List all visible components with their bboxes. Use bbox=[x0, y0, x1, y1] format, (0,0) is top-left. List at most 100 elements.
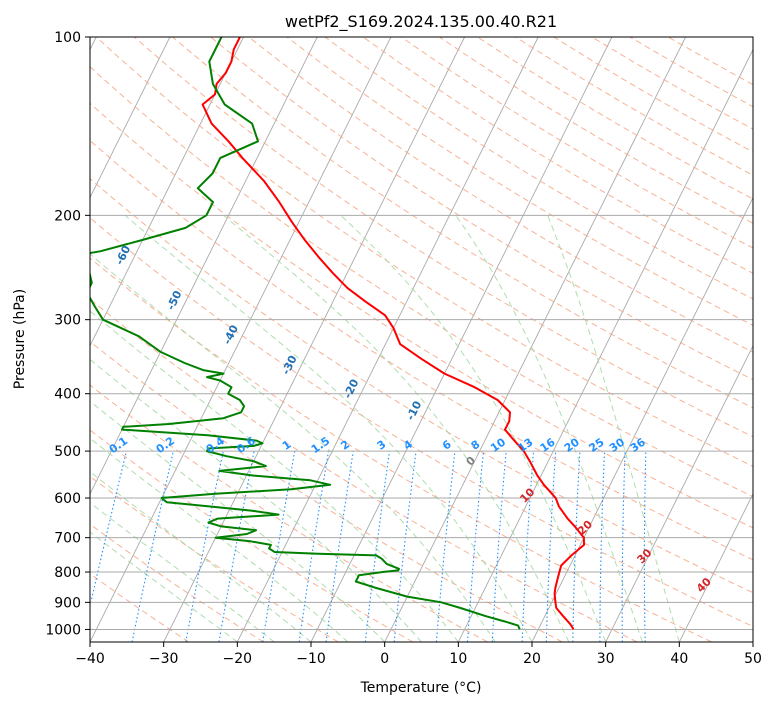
y-tick-label: 400 bbox=[54, 387, 81, 403]
mixing-ratio-line bbox=[393, 451, 417, 642]
isotherm-line bbox=[90, 37, 318, 495]
mixing-ratio-line bbox=[131, 450, 174, 642]
mixing-ratio-line bbox=[90, 450, 128, 609]
mixing-ratio-label: 36 bbox=[628, 435, 648, 455]
mixing-ratio-label: 20 bbox=[562, 435, 582, 455]
dry-adiabat-line bbox=[90, 340, 563, 642]
y-tick-label: 300 bbox=[54, 313, 81, 329]
isotherm-label: -20 bbox=[341, 377, 362, 401]
dry-adiabat-line bbox=[591, 37, 753, 130]
isotherm-line bbox=[531, 196, 753, 642]
dry-adiabat-line bbox=[477, 37, 753, 200]
mixing-ratio-label: 0.2 bbox=[154, 434, 177, 456]
y-tick-label: 500 bbox=[54, 444, 81, 460]
mixing-ratio-label: 3 bbox=[375, 438, 389, 453]
x-tick-label: 50 bbox=[744, 651, 762, 667]
chart-title: wetPf2_S169.2024.135.00.40.R21 bbox=[285, 12, 557, 32]
mixing-ratio-line bbox=[435, 451, 456, 642]
mixing-ratio-line bbox=[545, 451, 557, 642]
dry-adiabat-line bbox=[90, 573, 190, 642]
mixing-ratio-label: 25 bbox=[587, 436, 607, 455]
moist-adiabat-line bbox=[547, 215, 680, 642]
moist-adiabat-line bbox=[90, 471, 312, 642]
y-axis-ticks: 100 200 300 400 500 600 700 800 900 1000 bbox=[45, 30, 90, 638]
dewpoint-profile-line bbox=[90, 37, 521, 630]
isotherm-line bbox=[236, 37, 539, 642]
mixing-ratio-label: 1.5 bbox=[309, 434, 332, 456]
dry-adiabat-line bbox=[90, 429, 414, 642]
y-tick-label: 100 bbox=[54, 30, 81, 46]
mixing-ratio-label: 4 bbox=[401, 438, 415, 453]
x-tick-label: 30 bbox=[597, 651, 615, 667]
x-tick-label: 20 bbox=[523, 651, 541, 667]
mixing-ratio-label: 30 bbox=[607, 435, 627, 455]
mixing-ratio-line bbox=[262, 450, 296, 642]
y-tick-label: 1000 bbox=[45, 622, 81, 638]
isotherm-line bbox=[752, 640, 753, 642]
dry-adiabat-line bbox=[667, 37, 753, 86]
isotherm-line bbox=[90, 37, 244, 347]
mixing-ratio-line bbox=[364, 451, 391, 642]
moist-adiabat-line bbox=[90, 310, 459, 642]
dry-adiabat-line bbox=[172, 37, 753, 409]
dry-adiabat-line bbox=[90, 384, 488, 642]
isotherm-line bbox=[457, 48, 753, 642]
y-tick-label: 600 bbox=[54, 491, 81, 507]
x-tick-label: 40 bbox=[670, 651, 688, 667]
x-tick-label: −30 bbox=[149, 651, 179, 667]
temperature-profile-line bbox=[201, 37, 585, 630]
mixing-ratio-line bbox=[325, 451, 354, 642]
isotherm-line bbox=[90, 37, 392, 642]
mixing-ratio-label: 0.6 bbox=[234, 434, 258, 456]
dry-adiabat-line bbox=[90, 102, 753, 529]
isotherm-label: -10 bbox=[404, 399, 425, 423]
isotherm-line bbox=[605, 344, 753, 642]
mixing-ratio-line bbox=[491, 451, 507, 642]
plot-frame bbox=[89, 36, 754, 643]
wet-bulb-label: 0 bbox=[464, 454, 479, 469]
moist-adiabat-line bbox=[455, 215, 643, 642]
mixing-ratio-label: 16 bbox=[538, 435, 558, 455]
x-tick-label: −10 bbox=[296, 651, 326, 667]
dry-adiabat-line bbox=[248, 37, 753, 353]
y-tick-label: 800 bbox=[54, 565, 81, 581]
profile-lines bbox=[90, 37, 585, 630]
dry-adiabat-line bbox=[362, 37, 753, 274]
x-tick-label: 0 bbox=[380, 651, 389, 667]
mixing-ratio-label: 6 bbox=[440, 437, 454, 452]
dry-adiabat-line bbox=[324, 37, 753, 300]
moist-adiabat-line bbox=[340, 214, 607, 642]
moist-adiabat-line bbox=[90, 531, 238, 642]
isotherm-label: -40 bbox=[221, 323, 242, 347]
moist-adiabat-line bbox=[90, 437, 349, 642]
dry-adiabat-line bbox=[400, 37, 753, 249]
y-tick-label: 700 bbox=[54, 531, 81, 547]
dry-adiabat-line bbox=[90, 66, 753, 498]
dry-adiabat-line bbox=[553, 37, 753, 153]
mixing-ratio-line bbox=[298, 451, 330, 642]
y-axis-label: Pressure (hPa) bbox=[12, 289, 28, 389]
isotherm-line bbox=[90, 37, 171, 199]
y-tick-label: 200 bbox=[54, 208, 81, 224]
dry-adiabat-line bbox=[90, 217, 753, 628]
dry-adiabat-line bbox=[90, 298, 638, 642]
pressure-grid bbox=[90, 37, 753, 630]
dry-adiabat-line bbox=[210, 37, 753, 381]
moist-adiabat-line bbox=[90, 502, 275, 642]
x-tick-label: 10 bbox=[449, 651, 467, 667]
mixing-ratio-line bbox=[466, 451, 485, 642]
isotherm-line bbox=[163, 37, 465, 642]
mixing-ratio-line bbox=[218, 450, 255, 642]
mixing-ratio-line bbox=[621, 451, 626, 642]
isotherm-line bbox=[678, 492, 753, 642]
moist-adiabat-line bbox=[124, 214, 533, 642]
moist-adiabat-line bbox=[223, 214, 570, 642]
isotherm-label: -80 bbox=[11, 152, 32, 176]
x-tick-label: −40 bbox=[75, 651, 105, 667]
background-lines bbox=[90, 37, 753, 642]
dry-adiabat-line bbox=[286, 37, 753, 326]
isotherm-line bbox=[384, 37, 686, 642]
mixing-ratio-label: 1 bbox=[280, 438, 294, 453]
dry-adiabat-line bbox=[90, 475, 339, 642]
